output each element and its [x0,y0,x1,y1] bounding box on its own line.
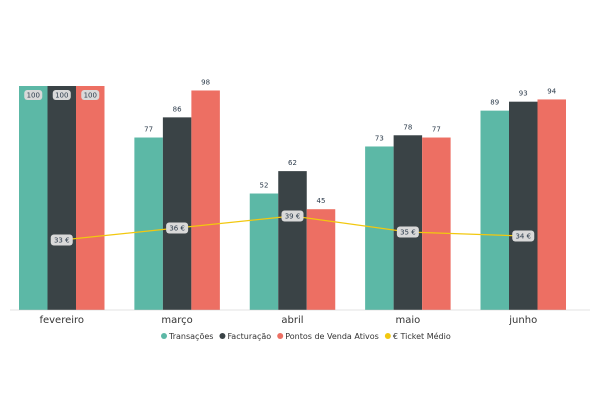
bar-1-4 [509,101,538,311]
bar-value-label: 100 [55,92,68,100]
bar-value-label: 77 [144,126,153,134]
bar-label-pill [81,90,100,100]
legend-marker [161,333,167,339]
bar-2-1 [191,90,220,310]
line-label-pill [512,230,535,242]
line-label-pill [166,222,189,234]
line-value-label: 35 € [400,229,416,237]
line-label-pill [50,234,73,246]
bar-value-label: 94 [547,87,556,95]
bar-2-0 [76,86,105,310]
line-layer: 33 € 36 € 39 € 35 € 34 € [50,210,535,246]
legend-marker [384,333,391,339]
bar-value-label: 100 [84,92,97,100]
category-label: maio [395,315,420,326]
bar-value-label: 73 [375,134,384,142]
bar-value-label: 77 [432,126,441,134]
bar-0-0 [19,86,48,310]
bar-group: 100 100 100 77 86 98 52 62 45 73 78 77 89 93 94 [19,78,566,311]
line-value-label: 39 € [285,213,301,221]
legend-label: € Ticket Médio [393,331,451,341]
legend-marker [277,333,284,339]
category-label: março [161,315,192,326]
bar-value-label: 45 [317,197,326,205]
category-label: junho [508,315,537,326]
line-label-pill [281,210,304,222]
legend-label: Transações [168,332,213,341]
bar-0-2 [249,193,279,310]
line-label-pill [396,226,419,238]
bar-1-3 [393,135,423,310]
bar-value-label: 100 [27,92,40,100]
line-value-label: 34 € [515,233,531,241]
bar-label-pill [24,90,43,100]
bar-1-2 [278,171,307,310]
bar-value-label: 78 [403,123,412,131]
bar-2-4 [537,99,566,310]
legend-label: Pontos de Venda Ativos [285,332,379,341]
legend-marker [219,333,226,339]
bar-value-label: 98 [201,78,210,86]
bar-value-label: 62 [288,159,297,167]
line-value-label: 36 € [169,225,185,233]
bar-value-label: 93 [519,90,528,98]
category-label: fevereiro [39,315,84,326]
bar-2-2 [306,209,336,310]
legend-label: Facturação [227,332,271,341]
bar-0-4 [480,110,509,310]
bar-value-label: 52 [260,182,269,190]
bar-2-3 [422,137,451,310]
bar-1-0 [47,86,76,310]
legend: Transações Facturação Pontos de Venda Ativ… [161,331,451,341]
bar-0-1 [134,137,163,310]
bar-value-label: 89 [490,99,499,107]
bar-value-label: 86 [173,105,182,113]
bar-1-1 [162,117,192,310]
category-label: abril [281,315,303,326]
bar-label-pill [52,90,71,100]
line-value-label: 33 € [54,237,70,245]
category-labels: fevereiro março abril maio junho [39,315,537,326]
